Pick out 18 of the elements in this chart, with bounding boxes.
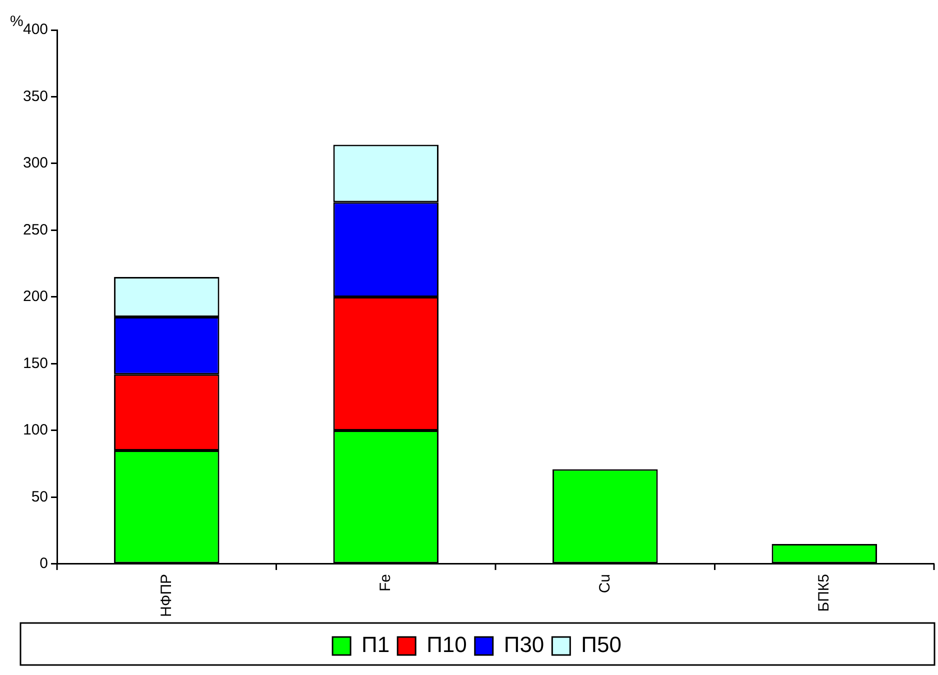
legend-label: П1 — [362, 632, 390, 658]
y-tick-label: 100 — [22, 422, 48, 439]
y-tick-label: 50 — [31, 488, 48, 506]
y-tick-label: 0 — [40, 555, 48, 572]
legend-label: П50 — [581, 632, 622, 658]
y-tick-label: 250 — [22, 221, 48, 238]
y-tick-label: 150 — [22, 354, 48, 372]
x-tick-label: Cu — [596, 574, 614, 594]
y-tick-label: 300 — [22, 154, 48, 172]
x-tick-label: НФПР — [158, 574, 175, 618]
legend-label: П10 — [426, 632, 467, 658]
x-tick-label: Fe — [377, 574, 394, 592]
y-tick-label: 400 — [22, 21, 48, 38]
y-tick-label: 350 — [22, 88, 48, 105]
y-axis-title: % — [10, 13, 24, 30]
legend-label: П30 — [504, 632, 544, 658]
y-tick-label: 200 — [22, 288, 48, 306]
x-tick-label: БПК5 — [816, 574, 833, 612]
